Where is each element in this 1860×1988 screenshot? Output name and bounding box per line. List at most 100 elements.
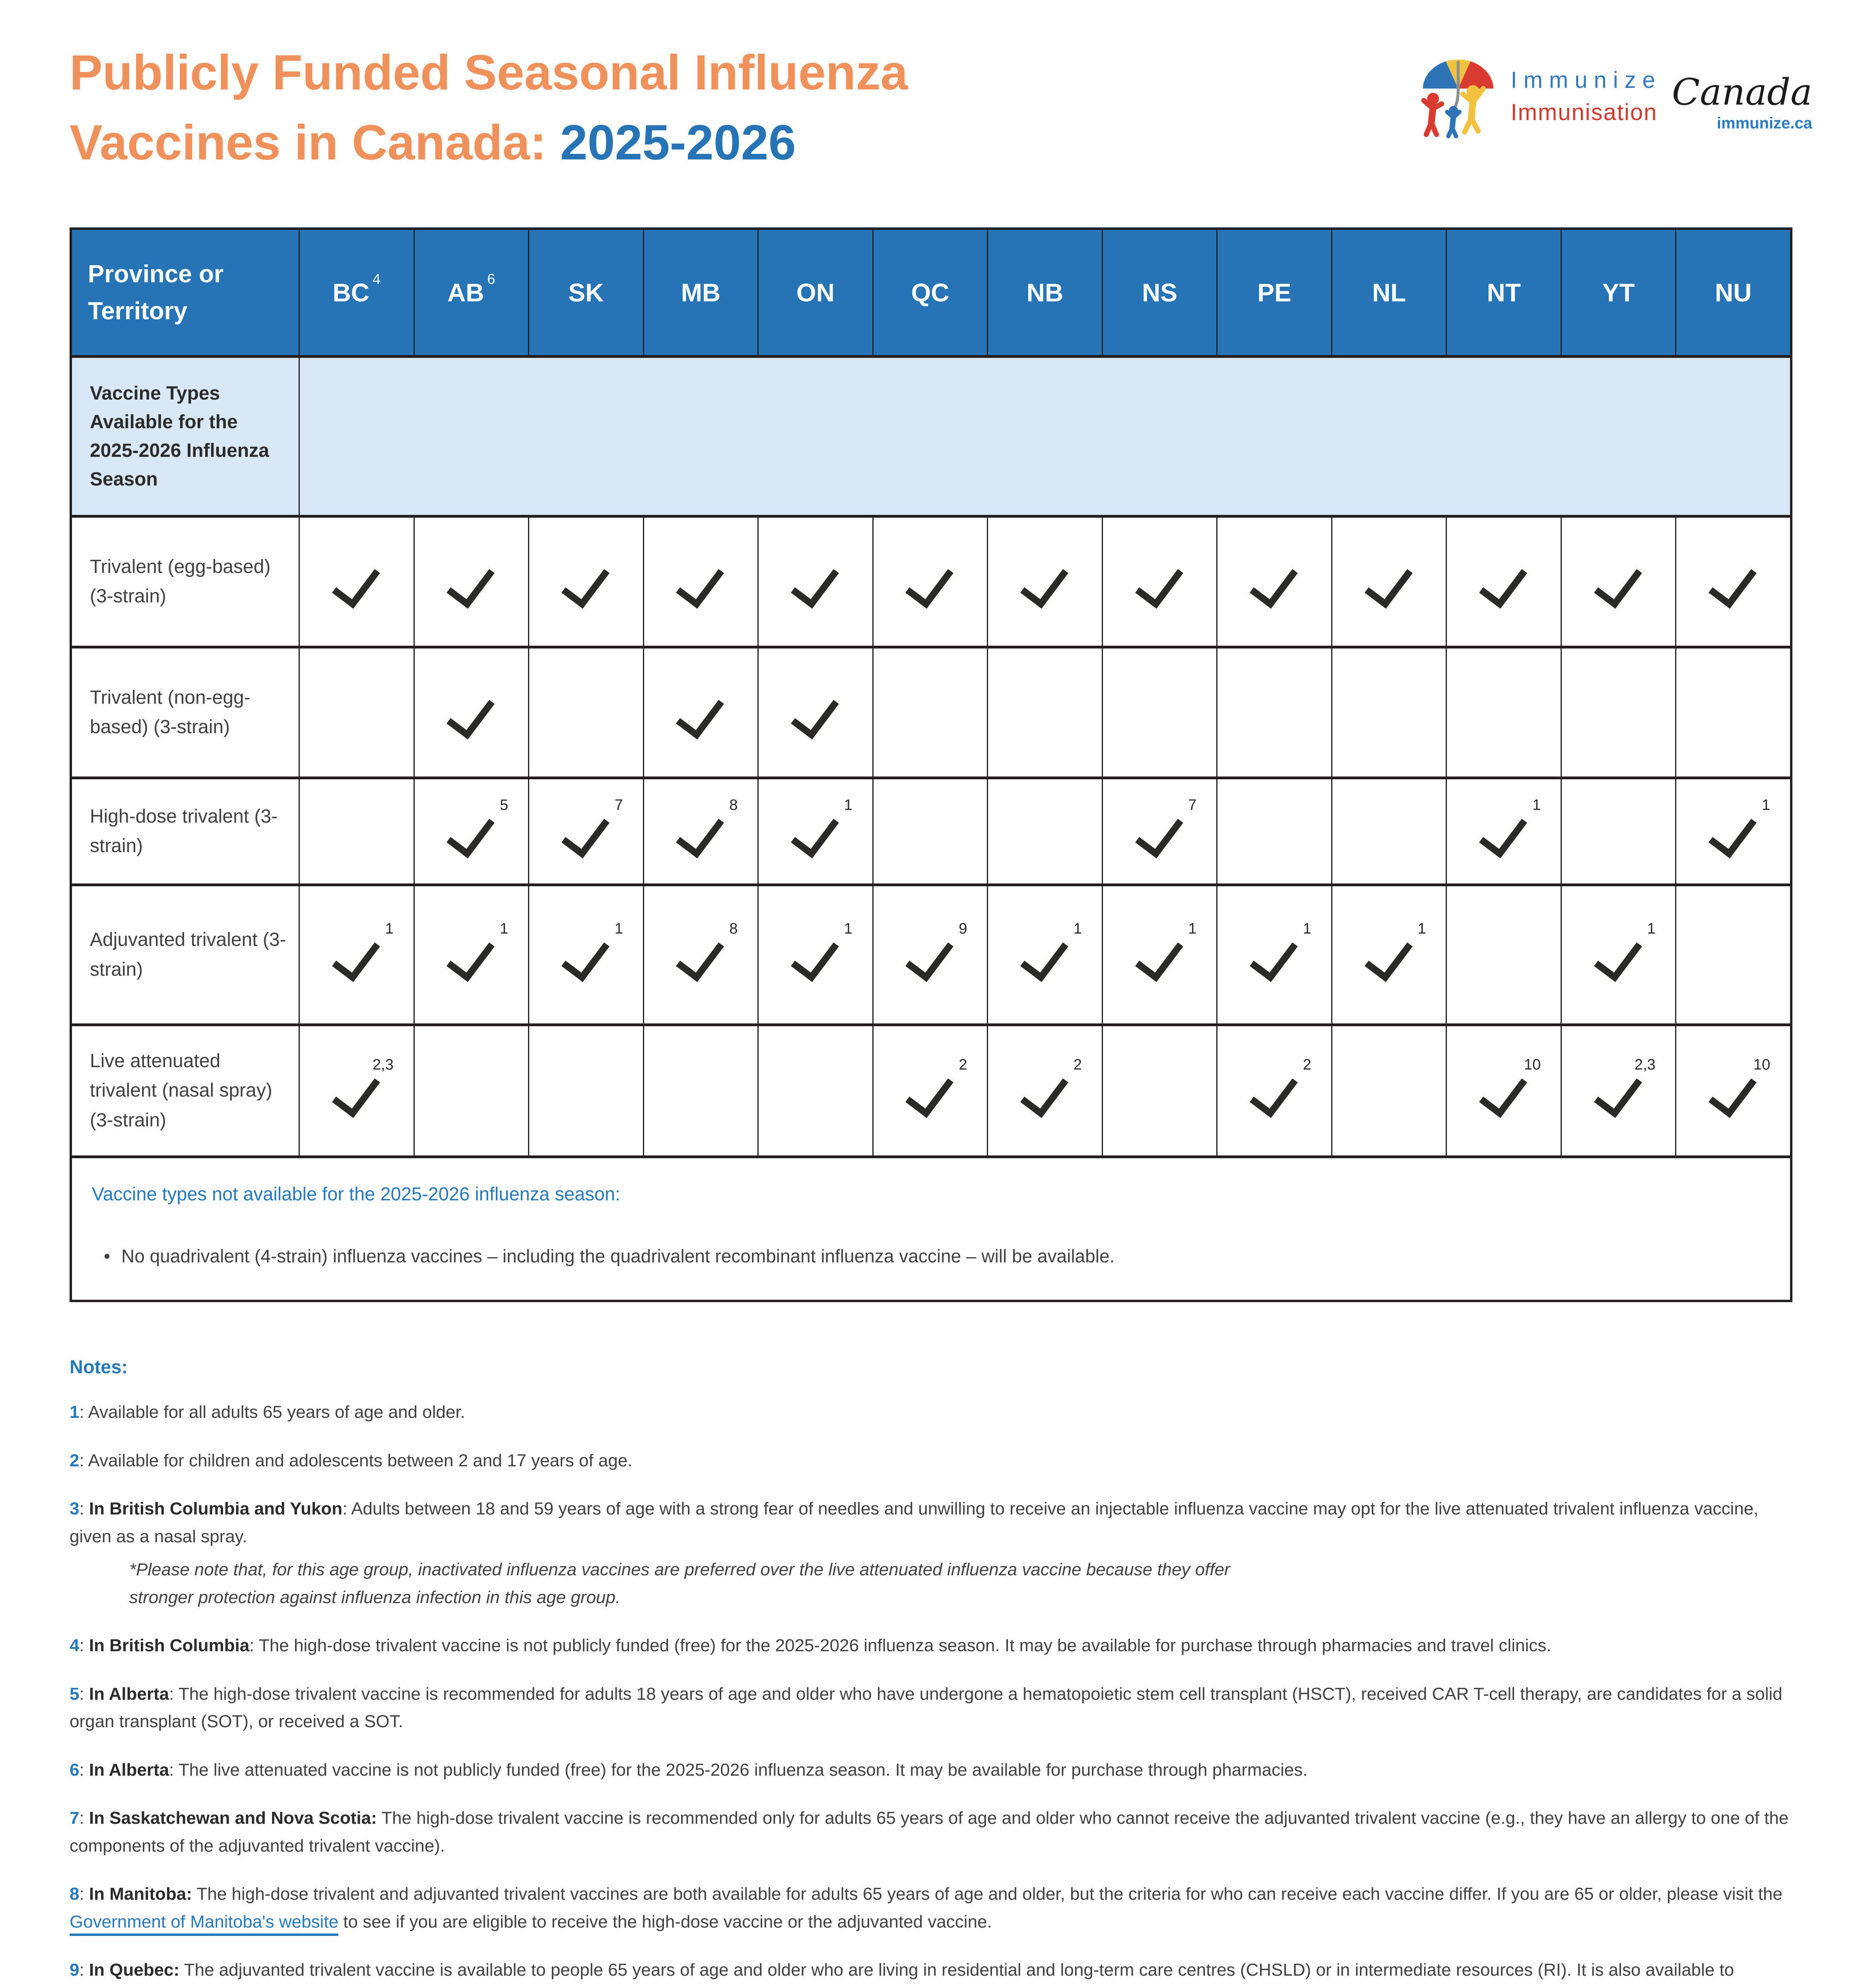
manitoba-website-link[interactable]: Government of Manitoba's website (70, 1912, 339, 1936)
column-header-BC: BC 4 (299, 230, 414, 355)
check-icon: 2 (1020, 1056, 1082, 1118)
check-icon: 9 (905, 920, 967, 982)
check-icon (447, 557, 495, 609)
column-header-PE: PE (1216, 230, 1331, 355)
cell-MB (643, 648, 758, 777)
cell-NU: 1 (1675, 779, 1790, 884)
umbrella-people-icon (1421, 59, 1493, 138)
cell-SK (528, 518, 643, 646)
cell-NB: 2 (987, 1026, 1102, 1156)
logo-immunisation: Immunisation (1511, 99, 1658, 125)
check-icon: 1 (790, 920, 852, 982)
cell-NB (987, 779, 1102, 884)
cell-AB: 5 (413, 779, 528, 884)
cell-superscript: 10 (1753, 1056, 1771, 1073)
column-label: NT (1487, 278, 1521, 307)
cell-superscript: 1 (614, 920, 623, 937)
subheader-label: Vaccine Types Available for the 2025-202… (90, 382, 269, 490)
check-icon: 1 (1020, 920, 1082, 982)
column-label: BC (332, 278, 369, 307)
cell-superscript: 8 (729, 797, 738, 814)
column-header-NB: NB (987, 230, 1102, 355)
cell-NT: 1 (1446, 779, 1561, 884)
cell-MB (643, 1026, 758, 1156)
column-label: NU (1715, 278, 1752, 307)
cell-AB (413, 518, 528, 646)
document-header: Publicly Funded Seasonal Influenza Vacci… (70, 38, 1812, 178)
column-label: PE (1257, 278, 1291, 307)
cell-PE: 2 (1216, 1026, 1331, 1156)
note-7: 7: In Saskatchewan and Nova Scotia: The … (70, 1808, 1789, 1856)
table-body: Trivalent (egg-based) (3-strain) Trivalen… (72, 515, 1790, 1156)
cell-ON (757, 518, 872, 646)
cell-superscript: 2 (959, 1056, 967, 1073)
check-icon (1020, 557, 1068, 609)
notes-section: Notes: 1: Available for all adults 65 ye… (70, 1356, 1792, 1988)
column-header-YT: YT (1560, 230, 1676, 355)
cell-YT (1560, 648, 1676, 777)
cell-PE: 1 (1216, 886, 1331, 1024)
column-header-NL: NL (1331, 230, 1446, 355)
cell-superscript: 7 (1188, 797, 1197, 814)
cell-YT: 2,3 (1560, 1026, 1676, 1156)
check-glyph (790, 557, 839, 609)
cell-YT: 1 (1560, 886, 1676, 1024)
cell-ON: 1 (757, 886, 872, 1024)
check-icon: 7 (1135, 797, 1197, 859)
cell-NU (1675, 648, 1790, 777)
cell-NB: 1 (987, 886, 1102, 1024)
check-glyph (1250, 1066, 1298, 1118)
cell-superscript: 2 (1073, 1056, 1082, 1073)
check-glyph (1364, 930, 1413, 982)
cell-NL (1331, 779, 1446, 884)
row-label: Trivalent (egg-based) (3-strain) (90, 556, 271, 607)
check-icon: 10 (1479, 1056, 1541, 1118)
title-year: 2025-2026 (560, 115, 796, 171)
page-title: Publicly Funded Seasonal Influenza Vacci… (70, 38, 1302, 178)
cell-NL (1331, 518, 1446, 646)
check-icon: 1 (561, 920, 623, 982)
notes-heading: Notes: (70, 1356, 128, 1378)
cell-superscript: 2,3 (1634, 1056, 1656, 1073)
cell-NT (1446, 648, 1561, 777)
cell-MB: 8 (643, 886, 758, 1024)
cell-superscript: 1 (1303, 920, 1312, 937)
check-glyph (447, 688, 495, 740)
bullet-text: No quadrivalent (4-strain) influenza vac… (121, 1246, 1115, 1267)
cell-BC: 1 (299, 886, 414, 1024)
check-glyph (1479, 557, 1528, 609)
cell-NU (1675, 518, 1790, 646)
check-glyph (1594, 557, 1642, 609)
cell-NS: 1 (1101, 886, 1217, 1024)
note-3-italic: *Please note that, for this age group, i… (129, 1560, 1230, 1607)
check-icon: 8 (676, 797, 738, 859)
check-icon (1364, 557, 1413, 609)
check-glyph (905, 1066, 954, 1118)
check-icon (790, 557, 839, 609)
column-label: AB (447, 278, 484, 307)
column-superscript: 6 (487, 270, 495, 287)
check-glyph (1020, 557, 1068, 609)
row-label: Live attenuated trivalent (nasal spray) … (90, 1050, 272, 1131)
cell-NB (987, 518, 1102, 646)
cell-ON: 1 (757, 779, 872, 884)
check-icon: 7 (561, 797, 623, 859)
cell-superscript: 7 (614, 797, 623, 814)
cell-superscript: 1 (844, 920, 852, 937)
cell-NS (1101, 518, 1217, 646)
check-glyph (1479, 807, 1528, 859)
cell-AB (413, 648, 528, 777)
cell-AB (413, 1026, 528, 1156)
check-glyph (561, 557, 610, 609)
column-label: ON (796, 278, 835, 307)
column-header-QC: QC (872, 230, 987, 355)
vaccine-table: Province or Territory BC 4 AB 6 SK MB ON QC NB NS… (70, 227, 1792, 1303)
cell-superscript: 1 (1647, 920, 1656, 937)
cell-BC (299, 518, 414, 646)
check-icon (905, 557, 954, 609)
cell-superscript: 8 (729, 920, 738, 937)
check-icon: 1 (1135, 920, 1197, 982)
check-glyph (1020, 1066, 1068, 1118)
check-glyph (1135, 557, 1183, 609)
cell-NU: 10 (1675, 1026, 1790, 1156)
